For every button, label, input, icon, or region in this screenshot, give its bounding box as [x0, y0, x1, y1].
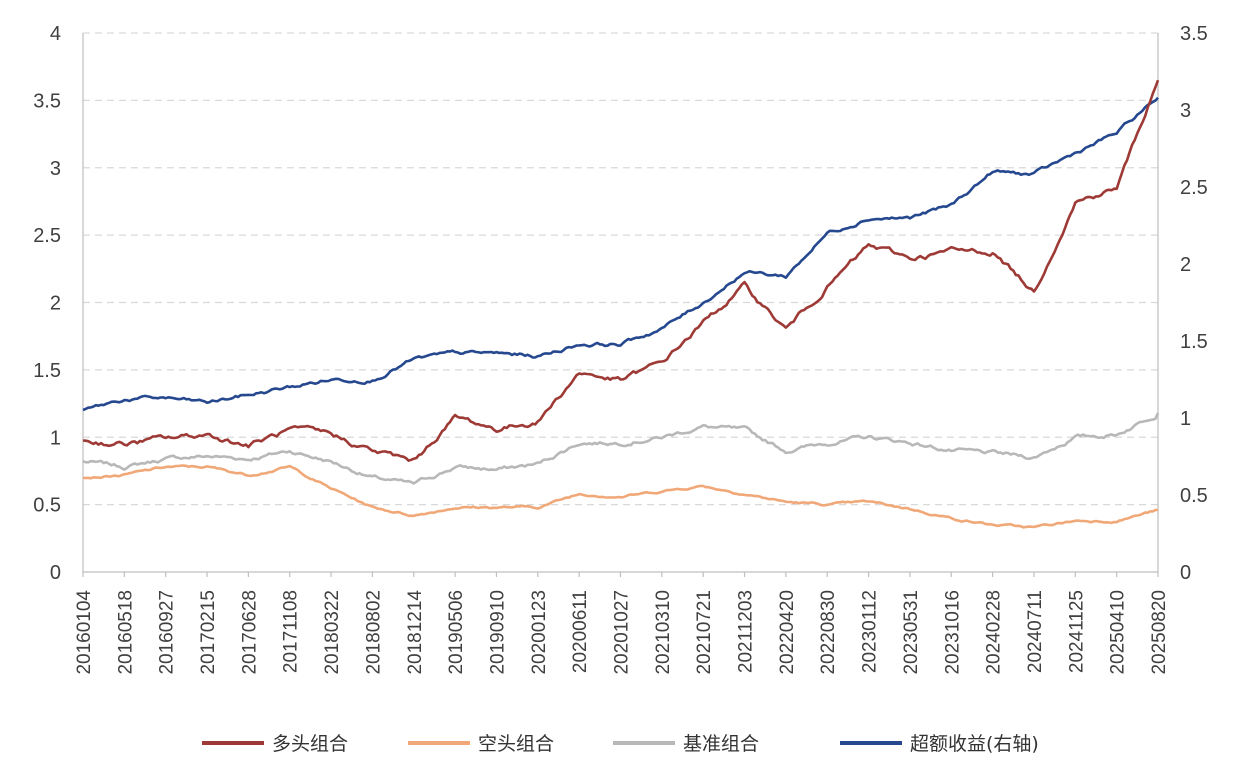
x-tick-label: 20210310 [653, 590, 674, 675]
x-tick-label: 20160927 [157, 590, 178, 675]
x-tick-label: 20230112 [860, 590, 881, 673]
x-tick-label: 20171108 [281, 590, 302, 673]
y-tick-label: 1 [50, 427, 61, 449]
y-tick-label: 4 [50, 23, 61, 45]
legend-label: 多头组合 [272, 733, 348, 755]
x-tick-label: 20180802 [363, 590, 384, 675]
series-line-0 [82, 79, 1160, 462]
y2-tick-label: 2 [1180, 254, 1191, 276]
x-tick-label: 20220420 [777, 590, 798, 675]
y-tick-label: 0 [50, 562, 61, 584]
series-line-1 [82, 464, 1158, 529]
x-tick-label: 20190506 [446, 590, 467, 675]
x-tick-label: 20160104 [74, 590, 95, 675]
y-tick-label: 3.5 [33, 90, 61, 112]
y-tick-label: 1.5 [33, 360, 61, 382]
x-tick-label: 20240228 [984, 590, 1005, 675]
x-tick-label: 20170628 [239, 590, 260, 675]
legend: 多头组合 空头组合 基准组合 超额收益(右轴) [202, 733, 1039, 755]
legend-label: 空头组合 [478, 733, 554, 755]
y2-tick-label: 2.5 [1180, 177, 1208, 199]
x-tick-label: 20180322 [322, 590, 343, 675]
x-tick-label: 20230531 [901, 590, 922, 675]
y-tick-label: 0.5 [33, 495, 61, 517]
series-line-2 [82, 412, 1160, 485]
legend-label: 超额收益(右轴) [910, 733, 1039, 755]
x-tick-label: 20170215 [198, 590, 219, 675]
right-y-axis-ticks: 0 0.5 1 1.5 2 2.5 3 3.5 [1180, 23, 1208, 584]
grid-lines [83, 32, 1158, 506]
y-tick-label: 2 [50, 293, 61, 315]
y-tick-label: 3 [50, 158, 61, 180]
y2-tick-label: 0 [1180, 562, 1191, 584]
series-line-3 [82, 96, 1159, 412]
x-tick-label: 20231016 [942, 590, 963, 675]
x-tick-label: 20250410 [1108, 590, 1129, 675]
y-tick-label: 2.5 [33, 225, 61, 247]
x-tick-label: 20200123 [529, 590, 550, 675]
legend-label: 基准组合 [683, 733, 759, 755]
y2-tick-label: 3.5 [1180, 23, 1208, 45]
x-tick-label: 20211203 [736, 590, 757, 673]
y2-tick-label: 1 [1180, 408, 1191, 430]
x-tick-label: 20250820 [1149, 590, 1170, 675]
y2-tick-label: 3 [1180, 100, 1191, 122]
y2-tick-label: 1.5 [1180, 331, 1208, 353]
x-tick-label: 20220830 [818, 590, 839, 675]
y2-tick-label: 0.5 [1180, 485, 1208, 507]
x-tick-label: 20210721 [694, 590, 715, 675]
x-tick-label: 20201027 [612, 590, 633, 675]
x-tick-label: 20160518 [115, 590, 136, 675]
x-tick-label: 20181214 [405, 590, 426, 675]
x-tick-label: 20240711 [1025, 590, 1046, 673]
x-axis-ticks: 20160104 20160518 20160927 20170215 20170628… [74, 572, 1170, 675]
x-tick-label: 20190910 [487, 590, 508, 675]
left-y-axis-ticks: 0 0.5 1 1.5 2 2.5 3 3.5 4 [33, 23, 61, 584]
x-tick-label: 20241125 [1066, 590, 1087, 673]
series-lines [82, 79, 1160, 529]
x-tick-label: 20200611 [570, 590, 591, 673]
